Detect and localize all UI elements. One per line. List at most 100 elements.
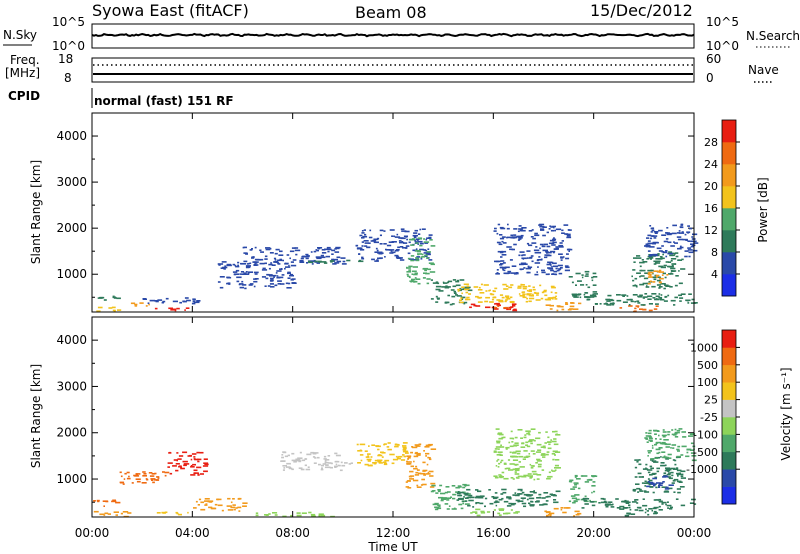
heatmap-cell (586, 298, 591, 301)
colorbar-swatch (722, 330, 736, 348)
heatmap-cell (500, 444, 502, 447)
heatmap-cell (561, 232, 565, 234)
heatmap-cell (318, 463, 321, 466)
heatmap-cell (498, 453, 502, 456)
heatmap-cell (276, 262, 280, 264)
heatmap-cell (289, 257, 291, 260)
heatmap-cell (565, 233, 571, 236)
heatmap-cell (284, 455, 288, 458)
colorbar-swatch (722, 382, 736, 400)
heatmap-cell (522, 458, 526, 460)
heatmap-cell (430, 448, 437, 450)
heatmap-cell (680, 470, 686, 473)
heatmap-cell (690, 442, 694, 445)
heatmap-cell (192, 300, 196, 303)
heatmap-cell (489, 293, 493, 295)
heatmap-cell (380, 451, 384, 454)
heatmap-cell (117, 309, 122, 311)
heatmap-cell (528, 497, 535, 500)
heatmap-cell (418, 240, 423, 243)
heatmap-cell (552, 241, 557, 244)
heatmap-cell (575, 284, 577, 286)
heatmap-cell (493, 308, 499, 310)
heatmap-cell (179, 301, 182, 304)
heatmap-cell (553, 499, 557, 501)
heatmap-cell (305, 468, 311, 471)
heatmap-cell (692, 233, 698, 236)
heatmap-cell (469, 306, 472, 309)
heatmap-cell (691, 298, 695, 301)
heatmap-cell (142, 298, 147, 300)
heatmap-cell (135, 473, 138, 475)
heatmap-cell (270, 262, 273, 264)
heatmap-cell (104, 512, 109, 515)
heatmap-cell (652, 281, 656, 283)
heatmap-cell (424, 446, 430, 448)
heatmap-cell (524, 434, 527, 436)
heatmap-cell (648, 303, 653, 305)
heatmap-cell (283, 467, 286, 469)
heatmap-cell (435, 288, 441, 291)
heatmap-cell (285, 282, 289, 285)
heatmap-cell (164, 471, 170, 474)
heatmap-cell (384, 462, 387, 465)
heatmap-cell (584, 296, 588, 298)
heatmap-cell (659, 438, 662, 440)
heatmap-cell (529, 476, 533, 479)
heatmap-cell (133, 474, 138, 477)
heatmap-cell (300, 468, 305, 471)
heatmap-cell (531, 229, 534, 231)
heatmap-cell (647, 478, 650, 480)
heatmap-cell (665, 232, 668, 234)
heatmap-cell (508, 441, 511, 444)
heatmap-cell (510, 509, 513, 511)
heatmap-cell (273, 257, 277, 260)
heatmap-cell (501, 471, 505, 474)
heatmap-cell (523, 474, 529, 477)
heatmap-cell (635, 483, 640, 485)
heatmap-cell (670, 270, 673, 272)
heatmap-cell (170, 309, 176, 311)
heatmap-cell (652, 491, 655, 494)
heatmap-cell (377, 448, 380, 451)
heatmap-cell (321, 252, 327, 254)
heatmap-cell (194, 301, 200, 304)
heatmap-cell (334, 452, 338, 455)
heatmap-cell (312, 452, 317, 455)
heatmap-cell (641, 259, 644, 261)
heatmap-cell (530, 236, 534, 238)
heatmap-cell (425, 444, 431, 447)
heatmap-cell (668, 266, 674, 268)
heatmap-cell (382, 461, 387, 464)
heatmap-cell (592, 500, 597, 503)
heatmap-cell (136, 480, 141, 483)
heatmap-cell (408, 269, 412, 271)
heatmap-cell (658, 296, 663, 299)
heatmap-cell (243, 260, 248, 263)
heatmap-cell (493, 451, 497, 453)
heatmap-cell (498, 300, 504, 303)
heatmap-cell (629, 508, 632, 511)
heatmap-cell (669, 286, 673, 288)
heatmap-cell (527, 495, 532, 497)
heatmap-cell (281, 274, 285, 276)
heatmap-cell (270, 279, 274, 281)
heatmap-cell (643, 490, 647, 492)
heatmap-cell (507, 270, 512, 273)
heatmap-cell (646, 485, 651, 488)
heatmap-cell (526, 289, 529, 292)
heatmap-cell (417, 472, 422, 475)
heatmap-cell (416, 250, 421, 253)
heatmap-cell (149, 299, 155, 302)
heatmap-cell (527, 473, 532, 475)
heatmap-cell (97, 297, 103, 299)
heatmap-cell (526, 293, 531, 296)
heatmap-cell (286, 287, 292, 289)
heatmap-cell (636, 272, 641, 274)
heatmap-cell (494, 448, 498, 450)
heatmap-cell (277, 276, 284, 279)
heatmap-cell (521, 502, 527, 505)
heatmap-cell (585, 498, 590, 500)
heatmap-cell (458, 486, 462, 488)
